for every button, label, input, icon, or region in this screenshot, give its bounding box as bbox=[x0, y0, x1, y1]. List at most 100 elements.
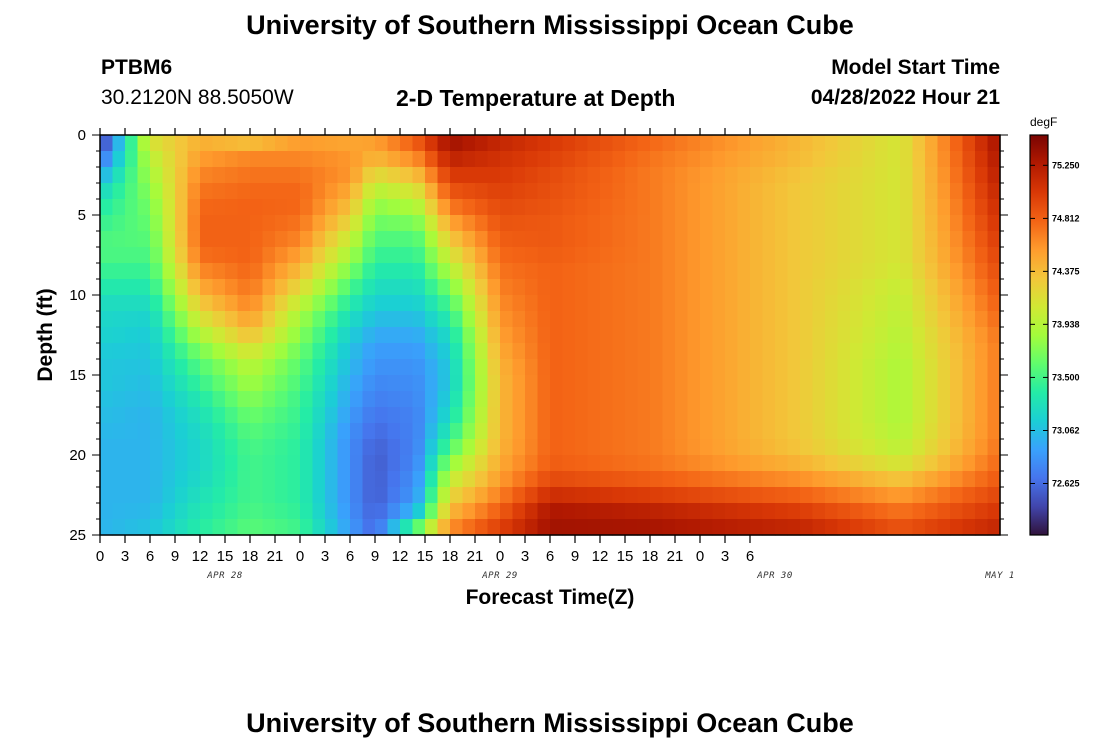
heatmap-cell bbox=[812, 135, 826, 152]
heatmap-cell bbox=[762, 487, 776, 504]
heatmap-cell bbox=[337, 519, 351, 536]
heatmap-cell bbox=[912, 487, 926, 504]
heatmap-cell bbox=[862, 471, 876, 488]
heatmap-cell bbox=[912, 247, 926, 264]
colorbar-tick-label: 73.500 bbox=[1052, 372, 1080, 382]
heatmap-cell bbox=[937, 343, 951, 360]
heatmap-cell bbox=[287, 199, 301, 216]
heatmap-cell bbox=[437, 231, 451, 248]
heatmap-cell bbox=[137, 487, 151, 504]
heatmap-cell bbox=[212, 135, 226, 152]
heatmap-cell bbox=[237, 343, 251, 360]
heatmap-cell bbox=[950, 439, 964, 456]
heatmap-cell bbox=[787, 263, 801, 280]
heatmap-cell bbox=[887, 167, 901, 184]
heatmap-cell bbox=[800, 519, 814, 536]
heatmap-cell bbox=[675, 487, 689, 504]
heatmap-cell bbox=[487, 135, 501, 152]
heatmap-cell bbox=[500, 519, 514, 536]
heatmap-cell bbox=[912, 375, 926, 392]
heatmap-cell bbox=[737, 247, 751, 264]
heatmap-cell bbox=[150, 199, 164, 216]
heatmap-cell bbox=[587, 199, 601, 216]
heatmap-cell bbox=[250, 439, 264, 456]
heatmap-cell bbox=[550, 471, 564, 488]
heatmap-cell bbox=[150, 343, 164, 360]
heatmap-cell bbox=[925, 263, 939, 280]
heatmap-cell bbox=[387, 247, 401, 264]
heatmap-cell bbox=[512, 407, 526, 424]
heatmap-cell bbox=[625, 423, 639, 440]
heatmap-cell bbox=[175, 263, 189, 280]
heatmap-cell bbox=[187, 375, 201, 392]
heatmap-cell bbox=[250, 407, 264, 424]
heatmap-cell bbox=[575, 183, 589, 200]
heatmap-cell bbox=[337, 311, 351, 328]
heatmap-cell bbox=[787, 327, 801, 344]
heatmap-cell bbox=[650, 455, 664, 472]
heatmap-cell bbox=[662, 343, 676, 360]
heatmap-cell bbox=[962, 167, 976, 184]
heatmap-cell bbox=[800, 327, 814, 344]
heatmap-cell bbox=[450, 519, 464, 536]
heatmap-cell bbox=[250, 327, 264, 344]
heatmap-cell bbox=[262, 263, 276, 280]
heatmap-cell bbox=[600, 295, 614, 312]
heatmap-cell bbox=[112, 487, 126, 504]
heatmap-cell bbox=[475, 471, 489, 488]
heatmap-cell bbox=[812, 231, 826, 248]
heatmap-cell bbox=[887, 135, 901, 152]
heatmap-cell bbox=[887, 199, 901, 216]
heatmap-cell bbox=[825, 439, 839, 456]
heatmap-cell bbox=[100, 311, 114, 328]
heatmap-cell bbox=[600, 471, 614, 488]
heatmap-cell bbox=[162, 327, 176, 344]
heatmap-cell bbox=[625, 231, 639, 248]
heatmap-cell bbox=[275, 487, 289, 504]
x-tick-label: 12 bbox=[592, 548, 609, 565]
heatmap-cell bbox=[662, 455, 676, 472]
heatmap-cell bbox=[425, 247, 439, 264]
heatmap-cell bbox=[737, 167, 751, 184]
heatmap-cell bbox=[300, 407, 314, 424]
heatmap-cell bbox=[212, 199, 226, 216]
heatmap-cell bbox=[562, 343, 576, 360]
heatmap-cell bbox=[312, 327, 326, 344]
heatmap-cell bbox=[537, 327, 551, 344]
heatmap-cell bbox=[212, 279, 226, 296]
heatmap-cell bbox=[725, 311, 739, 328]
heatmap-cell bbox=[537, 231, 551, 248]
heatmap-cell bbox=[637, 423, 651, 440]
heatmap-cell bbox=[762, 231, 776, 248]
heatmap-cell bbox=[612, 247, 626, 264]
heatmap-cell bbox=[150, 455, 164, 472]
heatmap-cell bbox=[950, 167, 964, 184]
heatmap-cell bbox=[600, 151, 614, 168]
heatmap-cell bbox=[450, 215, 464, 232]
heatmap-cell bbox=[175, 311, 189, 328]
heatmap-cell bbox=[850, 359, 864, 376]
heatmap-cell bbox=[775, 327, 789, 344]
heatmap-cell bbox=[575, 503, 589, 520]
heatmap-cell bbox=[537, 359, 551, 376]
heatmap-cell bbox=[775, 311, 789, 328]
heatmap-cell bbox=[225, 247, 239, 264]
heatmap-cell bbox=[337, 455, 351, 472]
heatmap-cell bbox=[462, 407, 476, 424]
heatmap-cell bbox=[462, 167, 476, 184]
heatmap-cell bbox=[550, 231, 564, 248]
heatmap-cell bbox=[275, 327, 289, 344]
heatmap-cell bbox=[750, 471, 764, 488]
heatmap-cell bbox=[250, 311, 264, 328]
heatmap-cell bbox=[200, 135, 214, 152]
heatmap-cell bbox=[912, 151, 926, 168]
heatmap-cell bbox=[525, 327, 539, 344]
heatmap-cell bbox=[650, 215, 664, 232]
heatmap-cell bbox=[875, 231, 889, 248]
heatmap-cell bbox=[137, 359, 151, 376]
heatmap-cell bbox=[100, 231, 114, 248]
heatmap-cell bbox=[837, 167, 851, 184]
heatmap-cell bbox=[312, 391, 326, 408]
heatmap-cell bbox=[962, 311, 976, 328]
heatmap-cell bbox=[250, 183, 264, 200]
